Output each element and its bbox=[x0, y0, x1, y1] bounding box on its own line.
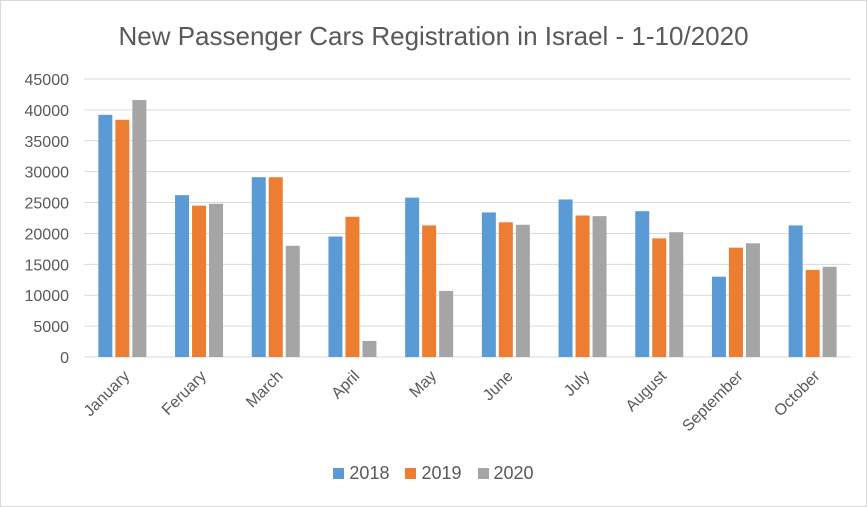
bar-2020-april bbox=[362, 340, 377, 357]
bar-2019-august bbox=[652, 238, 667, 357]
y-tick-label: 10000 bbox=[25, 288, 70, 305]
bar-2020-feruary bbox=[209, 203, 224, 357]
bar-2018-july bbox=[558, 199, 573, 357]
x-tick-label: August bbox=[623, 367, 671, 415]
x-tick-label: May bbox=[407, 368, 440, 401]
bar-2018-may bbox=[405, 197, 420, 357]
legend-label: 2019 bbox=[421, 463, 462, 483]
legend: 2018 2019 2020 bbox=[1, 463, 866, 484]
y-tick-label: 40000 bbox=[25, 103, 70, 120]
bar-2018-feruary bbox=[175, 195, 190, 357]
bar-2019-march bbox=[268, 177, 283, 357]
bar-2018-january bbox=[98, 114, 113, 357]
y-tick-label: 25000 bbox=[25, 196, 70, 213]
x-tick-label: June bbox=[480, 368, 517, 405]
bars bbox=[98, 100, 837, 357]
bar-2019-april bbox=[345, 216, 360, 357]
bar-2020-september bbox=[745, 243, 760, 357]
bar-2019-january bbox=[115, 119, 130, 357]
x-tick-label: January bbox=[81, 368, 133, 420]
y-tick-label: 0 bbox=[60, 350, 69, 367]
legend-item-2020: 2020 bbox=[477, 463, 534, 484]
bar-2018-april bbox=[328, 236, 343, 357]
bar-2018-march bbox=[251, 177, 266, 357]
legend-label: 2018 bbox=[349, 463, 390, 483]
bar-2019-feruary bbox=[192, 205, 207, 357]
x-tick-label: Feruary bbox=[159, 368, 210, 419]
y-tick-label: 30000 bbox=[25, 165, 70, 182]
bar-2019-june bbox=[498, 222, 513, 357]
bar-2020-may bbox=[439, 290, 454, 357]
x-tick-label: October bbox=[771, 367, 824, 420]
bar-2019-october bbox=[805, 269, 820, 357]
bar-2018-october bbox=[788, 225, 803, 357]
bar-2020-march bbox=[285, 245, 300, 357]
bar-2020-july bbox=[592, 216, 607, 357]
bar-2020-june bbox=[515, 224, 530, 357]
bar-2020-august bbox=[669, 232, 684, 357]
bar-2019-september bbox=[728, 247, 743, 357]
bar-2020-january bbox=[132, 100, 147, 357]
bar-2018-september bbox=[711, 276, 726, 357]
legend-swatch bbox=[477, 468, 489, 479]
x-tick-label: July bbox=[561, 368, 593, 400]
legend-item-2019: 2019 bbox=[405, 463, 462, 484]
y-tick-label: 5000 bbox=[33, 319, 69, 336]
x-axis-ticks: January Feruary March April May June July Augus… bbox=[81, 367, 824, 435]
bar-2019-july bbox=[575, 215, 590, 357]
legend-item-2018: 2018 bbox=[333, 463, 389, 484]
bar-2018-august bbox=[635, 211, 650, 357]
x-tick-label: March bbox=[243, 368, 286, 411]
bar-2020-october bbox=[822, 266, 837, 357]
legend-label: 2020 bbox=[493, 463, 534, 483]
y-axis-ticks: 0 5000 10000 15000 20000 25000 30000 35000 40000… bbox=[25, 72, 70, 367]
y-tick-label: 45000 bbox=[25, 72, 70, 89]
bar-2018-june bbox=[481, 212, 496, 357]
y-tick-label: 15000 bbox=[25, 257, 70, 274]
bar-2019-may bbox=[422, 225, 437, 357]
legend-swatch bbox=[405, 468, 417, 479]
y-tick-label: 20000 bbox=[25, 226, 70, 243]
chart-title: New Passenger Cars Registration in Israe… bbox=[118, 21, 749, 51]
x-tick-label: April bbox=[329, 368, 364, 403]
x-tick-label: September bbox=[679, 367, 747, 435]
legend-swatch bbox=[333, 468, 345, 479]
y-tick-label: 35000 bbox=[25, 134, 70, 151]
